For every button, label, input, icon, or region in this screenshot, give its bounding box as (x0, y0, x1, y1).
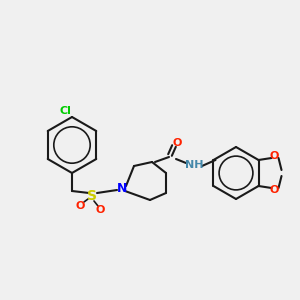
Text: O: O (75, 201, 85, 211)
Text: Cl: Cl (59, 106, 71, 116)
Text: S: S (87, 189, 97, 203)
Text: O: O (270, 151, 279, 161)
Text: O: O (95, 205, 105, 215)
Text: O: O (172, 138, 182, 148)
Text: N: N (117, 182, 127, 194)
Text: O: O (270, 185, 279, 195)
Text: NH: NH (185, 160, 203, 170)
